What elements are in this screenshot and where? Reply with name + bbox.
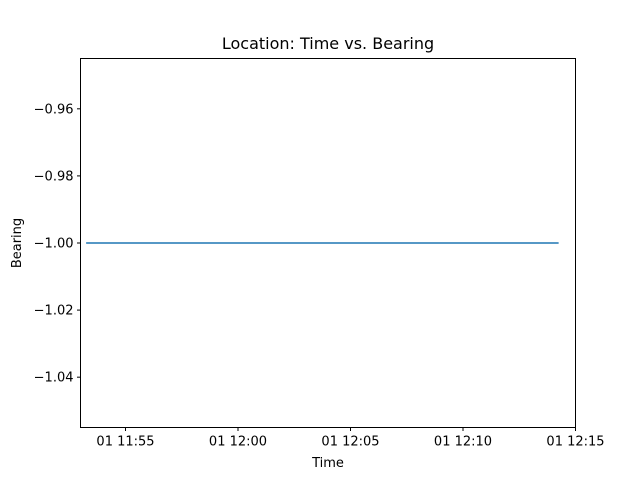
chart-title: Location: Time vs. Bearing bbox=[222, 34, 434, 53]
y-axis-label: Bearing bbox=[10, 218, 25, 268]
x-tick-label: 01 12:00 bbox=[209, 435, 267, 450]
y-tick-label: −1.00 bbox=[34, 237, 74, 252]
x-axis-label: Time bbox=[311, 456, 344, 471]
x-axis-ticks: 01 11:55 01 12:00 01 12:05 01 12:10 01 12:15 bbox=[96, 427, 605, 450]
y-tick-label: −1.02 bbox=[34, 304, 74, 319]
x-tick-label: 01 12:10 bbox=[434, 435, 492, 450]
x-tick-label: 01 12:05 bbox=[321, 435, 379, 450]
y-tick-label: −0.96 bbox=[34, 102, 74, 117]
y-tick-label: −0.98 bbox=[34, 169, 74, 184]
x-tick-label: 01 12:15 bbox=[546, 435, 604, 450]
y-axis-ticks: −0.96 −0.98 −1.00 −1.02 −1.04 bbox=[34, 102, 81, 386]
y-tick-label: −1.04 bbox=[34, 371, 74, 386]
x-tick-label: 01 11:55 bbox=[96, 435, 154, 450]
